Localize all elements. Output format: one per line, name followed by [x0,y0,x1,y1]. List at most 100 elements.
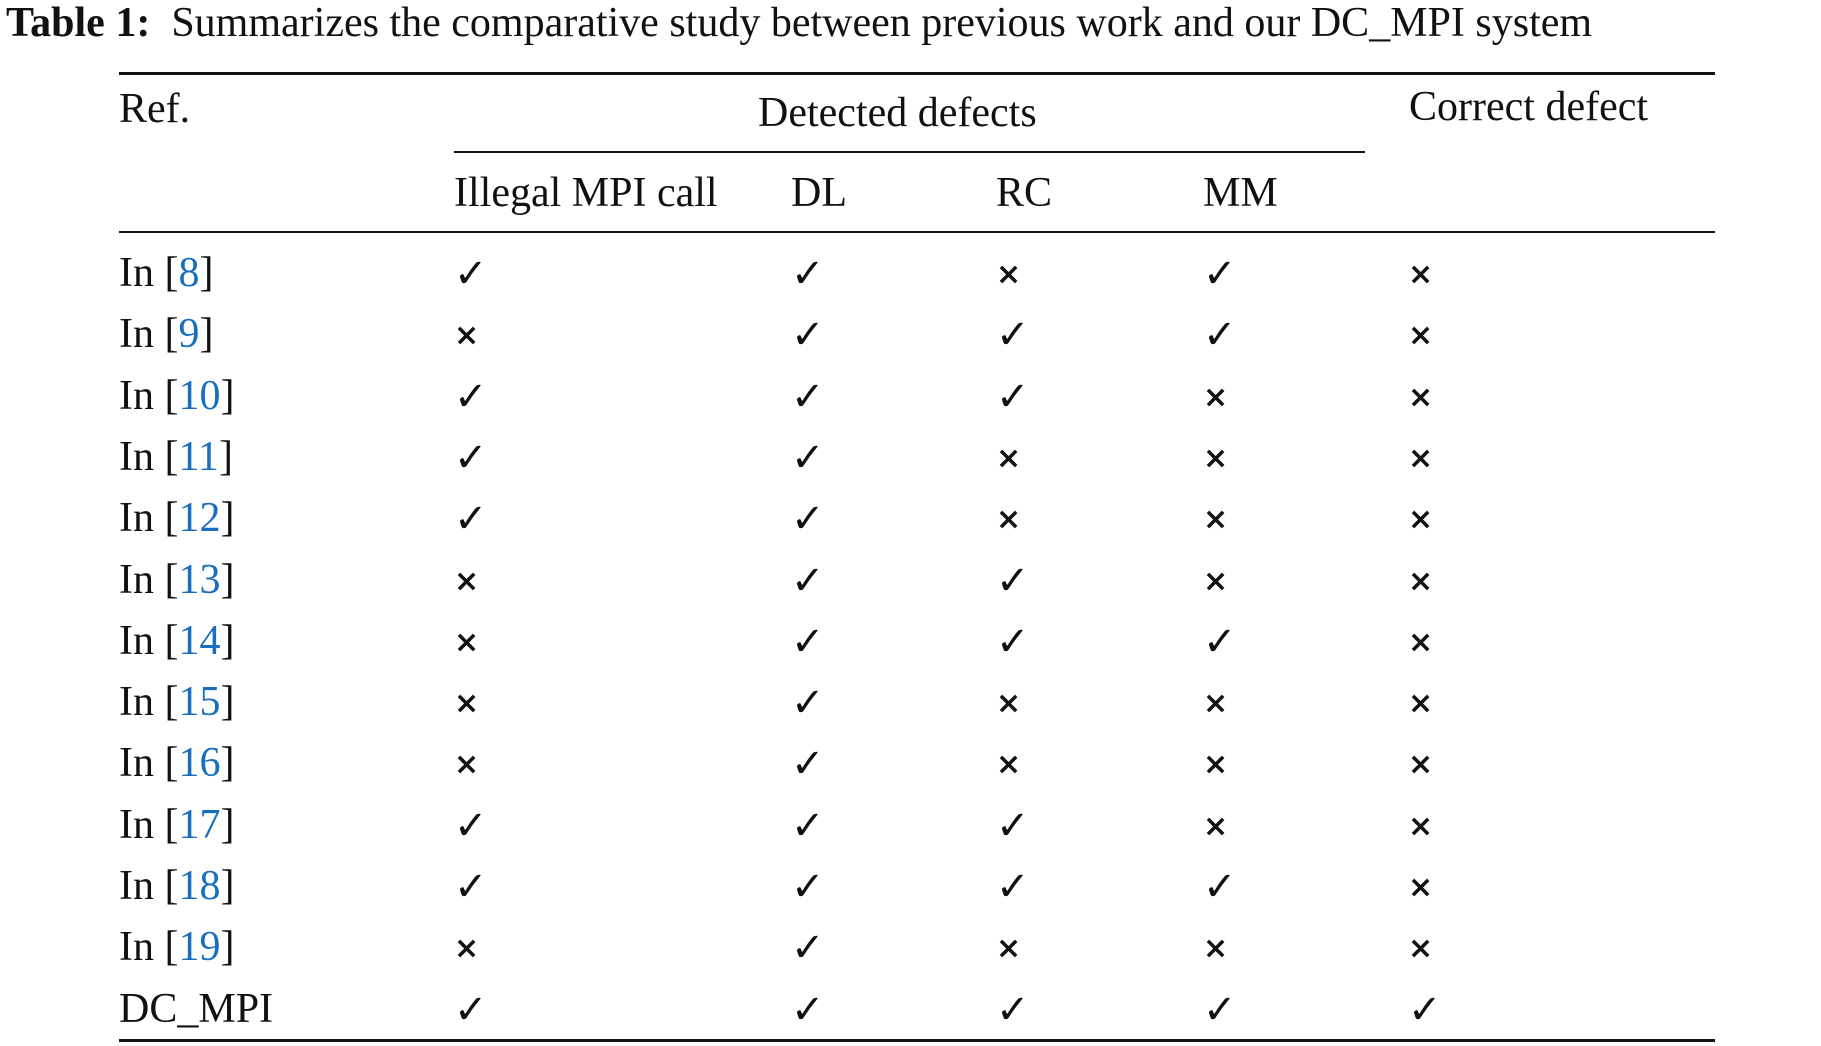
check-icon: ✓ [454,802,488,849]
row-ref: In [14] [119,620,234,662]
ref-suffix: ] [218,433,233,480]
header-detected-defects: Detected defects [758,90,1037,136]
cross-icon: × [1408,379,1434,415]
cross-icon: × [1408,440,1434,476]
cross-icon: × [1203,808,1229,844]
cross-icon: × [1408,257,1434,292]
row-ref: In [16] [119,742,234,784]
ref-prefix: In [ [119,924,179,971]
ref-suffix: ] [220,740,235,787]
check-icon: ✓ [996,986,1030,1033]
row-ref: In [8] [119,252,213,294]
check-icon: ✓ [1203,251,1237,297]
citation-link[interactable]: 16 [178,740,221,787]
citation-link[interactable]: 15 [178,679,221,726]
ref-suffix: ] [220,924,235,971]
bottom-rule [119,1039,1715,1042]
check-icon: ✓ [1203,864,1237,910]
check-icon: ✓ [996,802,1030,849]
ref-suffix: ] [220,801,235,848]
row-ref: In [15] [119,681,234,723]
cross-icon: × [1203,686,1229,722]
header-dl: DL [791,170,847,216]
ref-prefix: In [ [119,311,179,358]
check-icon: ✓ [454,251,488,297]
cross-icon: × [454,931,480,967]
ref-prefix: In [ [119,433,179,480]
header-correct-defect: Correct defect [1409,84,1649,130]
citation-link[interactable]: 14 [178,617,221,664]
cross-icon: × [996,502,1022,538]
citation-link[interactable]: 9 [178,311,200,358]
ref-prefix: In [ [119,556,179,603]
cross-icon: × [1408,502,1434,538]
check-icon: ✓ [791,741,825,788]
check-icon: ✓ [996,373,1030,420]
check-icon: ✓ [791,373,825,420]
citation-link[interactable]: 11 [178,433,219,480]
cross-icon: × [1408,563,1434,599]
group-rule [454,151,1365,153]
ref-prefix: In [ [119,801,179,848]
check-icon: ✓ [791,864,825,910]
check-icon: ✓ [996,864,1030,910]
cross-icon: × [1203,931,1229,967]
cross-icon: × [1203,379,1229,415]
check-icon: ✓ [791,802,825,849]
header-illegal-mpi-call: Illegal MPI call [454,170,718,216]
cross-icon: × [1408,870,1434,905]
check-icon: ✓ [454,986,488,1033]
cross-icon: × [454,563,480,599]
citation-link[interactable]: 8 [178,250,200,296]
ref-suffix: ] [199,250,214,296]
top-rule [119,72,1715,75]
check-icon: ✓ [996,557,1030,604]
caption-text: Summarizes the comparative study between… [171,0,1593,46]
check-icon: ✓ [791,312,825,359]
citation-link[interactable]: 12 [178,495,221,542]
ref-prefix: DC_MPI [119,985,274,1032]
ref-prefix: In [ [119,495,179,542]
cross-icon: × [1203,440,1229,476]
cross-icon: × [1408,624,1434,660]
ref-suffix: ] [220,372,235,419]
caption-label: Table 1: [6,0,151,46]
table-caption: Table 1: Summarizes the comparative stud… [6,2,1592,44]
cross-icon: × [1203,502,1229,538]
cross-icon: × [454,686,480,722]
row-ref: In [13] [119,559,234,601]
citation-link[interactable]: 10 [178,372,221,419]
ref-suffix: ] [220,679,235,726]
ref-suffix: ] [220,495,235,542]
ref-prefix: In [ [119,679,179,726]
check-icon: ✓ [791,557,825,604]
header-mm: MM [1203,170,1278,216]
cross-icon: × [1203,747,1229,783]
citation-link[interactable]: 19 [178,924,221,971]
check-icon: ✓ [1203,986,1237,1033]
header-ref: Ref. [119,86,191,132]
header-rc: RC [996,170,1053,216]
check-icon: ✓ [791,680,825,727]
cross-icon: × [996,257,1022,292]
row-ref: DC_MPI [119,988,273,1030]
check-icon: ✓ [1203,618,1237,665]
ref-prefix: In [ [119,250,179,296]
cross-icon: × [1408,318,1434,354]
row-ref: In [10] [119,375,234,417]
cross-icon: × [996,747,1022,783]
cross-icon: × [996,686,1022,722]
check-icon: ✓ [996,312,1030,359]
cross-icon: × [1203,563,1229,599]
citation-link[interactable]: 13 [178,556,221,603]
check-icon: ✓ [996,618,1030,665]
row-ref: In [17] [119,804,234,846]
citation-link[interactable]: 18 [178,863,221,909]
cross-icon: × [1408,747,1434,783]
check-icon: ✓ [1203,312,1237,359]
ref-prefix: In [ [119,372,179,419]
citation-link[interactable]: 17 [178,801,221,848]
check-icon: ✓ [791,251,825,297]
check-icon: ✓ [791,496,825,543]
check-icon: ✓ [1408,986,1442,1033]
